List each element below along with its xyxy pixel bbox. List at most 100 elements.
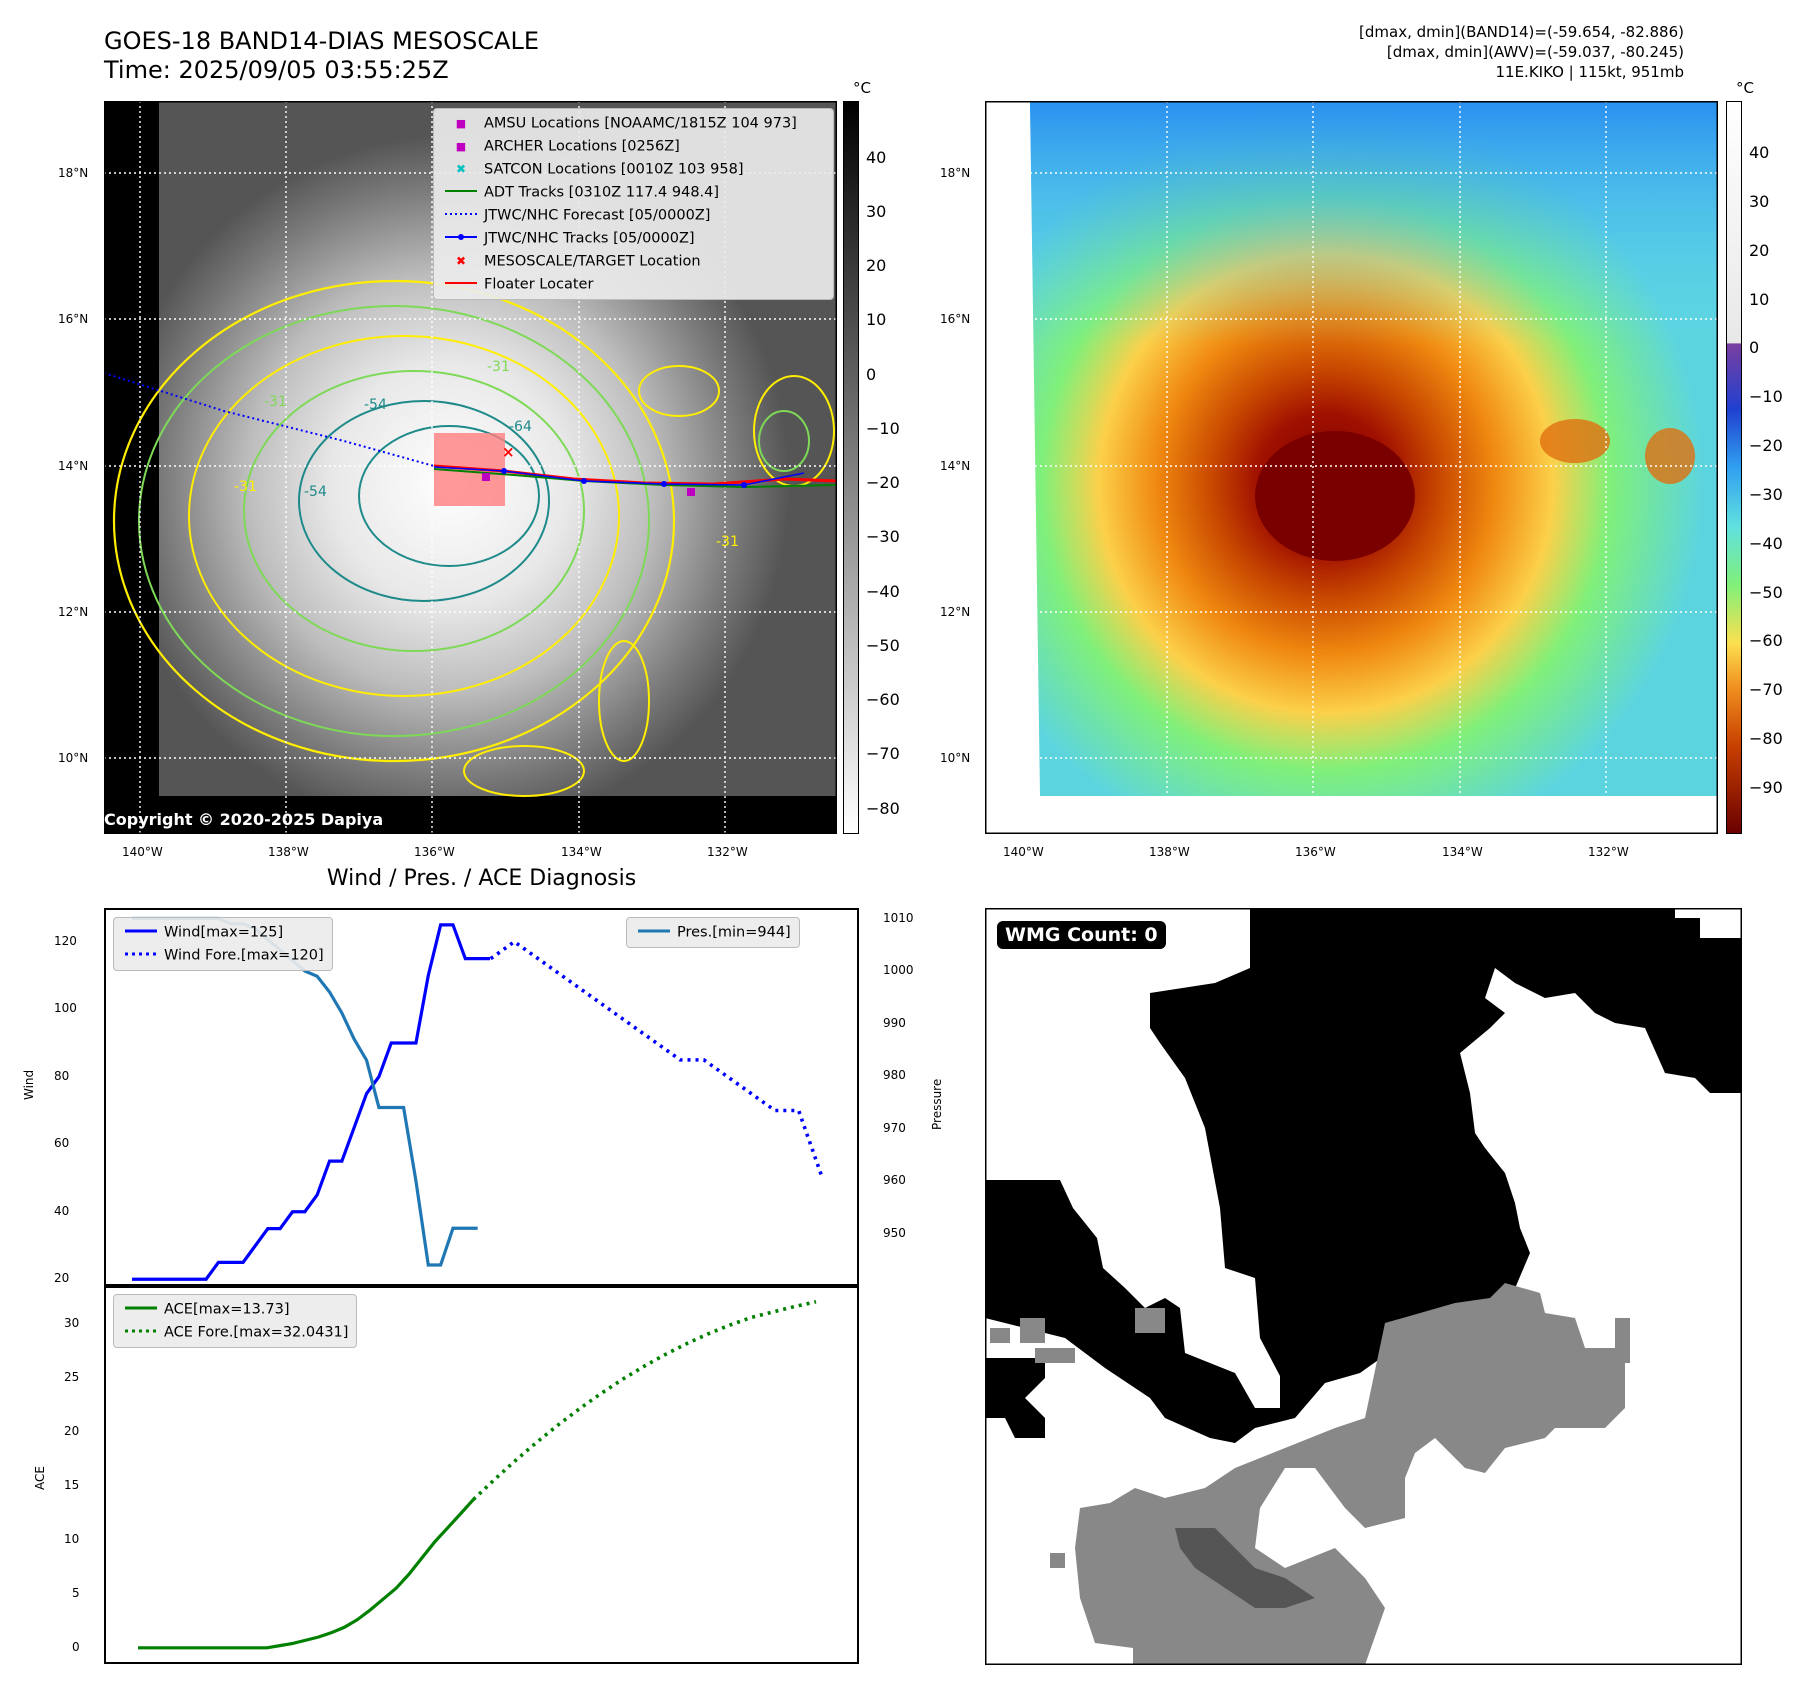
- colorbar-tick: −70: [1749, 680, 1783, 699]
- legend-target: ✖ MESOSCALE/TARGET Location: [442, 250, 825, 273]
- chart-time: Time: 2025/09/05 03:55:25Z: [104, 56, 449, 84]
- colorbar-tick: 20: [1749, 241, 1770, 260]
- lon-tick: 138°W: [1149, 845, 1190, 859]
- legend-amsu: ■ AMSU Locations [NOAAMC/1815Z 104 973]: [442, 112, 825, 135]
- colorbar-tick: −40: [866, 582, 900, 601]
- lat-tick: 10°N: [58, 751, 89, 765]
- line-icon: [442, 273, 480, 296]
- ir-lat-ticks: 18°N 16°N 14°N 12°N 10°N: [58, 101, 98, 834]
- colorbar-tick: 30: [866, 202, 887, 221]
- colorbar-tick: −60: [1749, 631, 1783, 650]
- colorbar-tick: −30: [866, 527, 900, 546]
- lat-tick: 18°N: [58, 166, 89, 180]
- pressure-tick-label: 990: [883, 1015, 906, 1030]
- colorbar-tick: 30: [1749, 192, 1770, 211]
- legend-adt: ADT Tracks [0310Z 117.4 948.4]: [442, 181, 825, 204]
- line-icon: [635, 921, 673, 944]
- dotted-line-icon: [122, 944, 160, 967]
- wind-tick-label: 80: [54, 1068, 70, 1083]
- ace-series: [138, 1498, 475, 1650]
- colorbar-tick: 20: [866, 256, 887, 275]
- legend-tracks: JTWC/NHC Tracks [05/0000Z]: [442, 227, 825, 250]
- lon-tick: 132°W: [1588, 845, 1629, 859]
- square-marker-icon: ■: [455, 140, 467, 153]
- colorbar-tick: −50: [1749, 583, 1783, 602]
- colorbar-tick: 10: [866, 310, 887, 329]
- lat-tick: 12°N: [940, 605, 971, 619]
- wind-tick-label: 40: [54, 1203, 70, 1218]
- ace-axis-label: ACE: [33, 1466, 47, 1490]
- wv-map-panel: [985, 101, 1718, 834]
- wmg-count-badge: WMG Count: 0: [997, 921, 1166, 949]
- pressure-legend: Pres.[min=944]: [626, 917, 800, 948]
- ace-tick-label: 0: [72, 1639, 80, 1654]
- dotted-line-icon: [442, 204, 480, 227]
- colorbar-tick: 40: [866, 148, 887, 167]
- square-marker-icon: ■: [455, 117, 467, 130]
- legend-wind-forecast: Wind Fore.[max=120]: [122, 944, 324, 967]
- colorbar-tick: −60: [866, 690, 900, 709]
- pressure-axis-label: Pressure: [930, 1078, 944, 1130]
- info-awv: [dmax, dmin](AWV)=(-59.037, -80.245): [1386, 43, 1684, 61]
- colorbar-tick: −40: [1749, 534, 1783, 553]
- lat-tick: 10°N: [940, 751, 971, 765]
- lat-tick: 12°N: [58, 605, 89, 619]
- lon-tick: 136°W: [414, 845, 455, 859]
- wind-tick-label: 100: [54, 1001, 77, 1016]
- ir-colorbar-unit: °C: [853, 79, 871, 97]
- colorbar-tick: −90: [1749, 778, 1783, 797]
- lon-tick: 132°W: [707, 845, 748, 859]
- lat-tick: 18°N: [940, 166, 971, 180]
- ace-tick-label: 30: [64, 1315, 80, 1330]
- ace-tick-label: 25: [64, 1369, 80, 1384]
- pressure-tick-label: 1010: [883, 910, 914, 925]
- wmg-panel: [985, 908, 1742, 1665]
- line-icon: [122, 1298, 160, 1321]
- wv-colorbar: [1726, 101, 1742, 834]
- wind-tick-label: 120: [54, 933, 77, 948]
- copyright-text: Copyright © 2020-2025 Dapiya: [104, 810, 384, 829]
- ir-legend: ■ AMSU Locations [NOAAMC/1815Z 104 973] ■…: [433, 108, 834, 300]
- x-marker-icon: ✖: [455, 162, 467, 176]
- colorbar-tick: 10: [1749, 290, 1770, 309]
- wind-axis-label: Wind: [22, 1069, 36, 1100]
- legend-satcon: ✖ SATCON Locations [0010Z 103 958]: [442, 158, 825, 181]
- colorbar-tick: 40: [1749, 143, 1770, 162]
- contour-label: -54: [304, 484, 327, 500]
- ace-plot-frame: [104, 1286, 859, 1664]
- legend-archer: ■ ARCHER Locations [0256Z]: [442, 135, 825, 158]
- line-icon: [122, 921, 160, 944]
- pressure-tick-label: 980: [883, 1068, 906, 1082]
- info-storm: 11E.KIKO | 115kt, 951mb: [1495, 63, 1684, 81]
- wind-forecast-series: [489, 939, 825, 1179]
- svg-text:×: ×: [502, 443, 515, 461]
- ace-tick-label: 15: [64, 1477, 80, 1492]
- colorbar-tick: −10: [866, 419, 900, 438]
- colorbar-tick: 0: [1749, 338, 1760, 357]
- colorbar-tick: −20: [866, 473, 900, 492]
- colorbar-tick: −70: [866, 744, 900, 763]
- contour-label: -54: [364, 397, 387, 413]
- info-block: [dmax, dmin](BAND14)=(-59.654, -82.886) …: [1359, 22, 1684, 82]
- marker-line-icon: [442, 227, 480, 250]
- colorbar-tick: −50: [866, 636, 900, 655]
- contour-label: -31: [716, 534, 739, 550]
- legend-floater: Floater Locater: [442, 273, 825, 296]
- colorbar-tick: −30: [1749, 485, 1783, 504]
- ace-tick-label: 5: [72, 1585, 80, 1600]
- pressure-tick-label: 950: [883, 1225, 906, 1240]
- colorbar-tick: −10: [1749, 387, 1783, 406]
- lon-tick: 134°W: [561, 845, 602, 859]
- wind-series: [132, 923, 491, 1281]
- lon-tick: 138°W: [268, 845, 309, 859]
- legend-forecast: JTWC/NHC Forecast [05/0000Z]: [442, 204, 825, 227]
- lat-tick: 14°N: [58, 459, 89, 473]
- wind-tick-label: 20: [54, 1271, 70, 1286]
- lat-tick: 16°N: [58, 312, 89, 326]
- dotted-line-icon: [122, 1321, 160, 1344]
- lat-tick: 16°N: [940, 312, 971, 326]
- line-icon: [442, 181, 480, 204]
- ace-tick-label: 20: [64, 1423, 80, 1438]
- contour-label: -64: [509, 419, 532, 435]
- info-band14: [dmax, dmin](BAND14)=(-59.654, -82.886): [1359, 23, 1684, 41]
